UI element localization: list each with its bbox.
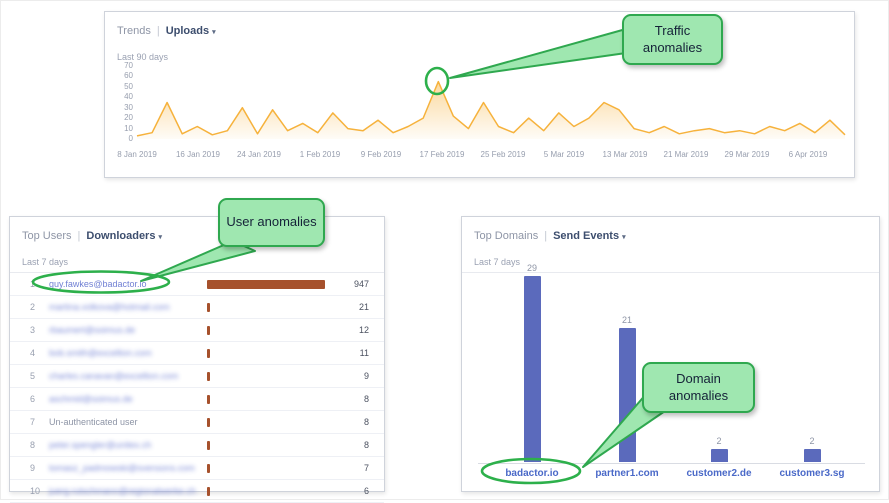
user-name[interactable]: aschmid@soimus.de (49, 394, 133, 404)
domain-label[interactable]: customer2.de (686, 468, 752, 479)
bar-partner1.com (619, 327, 636, 462)
row-rank: 2 (30, 302, 36, 312)
top-domains-header: Top Domains | Send Events ▾ (474, 230, 626, 242)
top-users-panel: Top Users | Downloaders ▾ Last 7 days 1 g… (9, 216, 385, 503)
domain-label[interactable]: customer3.sg (779, 468, 845, 479)
uploads-line-chart (136, 80, 846, 139)
header-separator: | (544, 230, 548, 242)
top-users-title: Top Users (22, 230, 72, 242)
downloads-bar (207, 388, 329, 410)
top-users-header: Top Users | Downloaders ▾ (22, 230, 162, 242)
traffic-anomalies-callout: Traffic anomalies (622, 14, 723, 65)
top-users-table: 1 guy.fawkes@badactor.io 947 2 martina.volko… (10, 273, 384, 503)
bar-value-label: 29 (526, 263, 537, 274)
domain-label[interactable]: partner1.com (595, 468, 659, 479)
table-row: 2 martina.volkova@hotmail.com 21 (10, 296, 384, 319)
downloads-count: 7 (363, 463, 369, 473)
user-name[interactable]: rbaumert@soimus.de (49, 325, 136, 335)
row-rank: 7 (30, 417, 36, 427)
downloads-bar (207, 480, 329, 502)
timeframe-label: Last 7 days (22, 257, 69, 267)
divider (462, 272, 879, 273)
traffic-anomalies-label: Traffic anomalies (642, 23, 703, 55)
downloads-count: 9 (363, 371, 369, 381)
row-rank: 5 (30, 371, 36, 381)
send-events-bar-chart: 29 badactor.io 21 partner1.com 2 customer2.de… (462, 217, 879, 491)
bar-customer2.de (711, 449, 728, 462)
downloads-bar (207, 434, 329, 456)
downloads-bar (207, 411, 329, 433)
downloads-count: 8 (363, 417, 369, 427)
x-axis-line (478, 463, 865, 464)
table-row: 5 charles.canavan@excellion.com 9 (10, 365, 384, 388)
user-anomalies-label: User anomalies (226, 214, 317, 230)
header-separator: | (156, 25, 160, 37)
user-name: Un-authenticated user (49, 417, 138, 427)
downloads-count: 8 (363, 394, 369, 404)
downloaders-dropdown[interactable]: Downloaders ▾ (86, 230, 162, 242)
downloads-bar (207, 273, 329, 295)
timeframe-label: Last 7 days (474, 257, 521, 267)
downloads-bar (207, 342, 329, 364)
bar-badactor.io (524, 276, 541, 462)
downloads-bar (207, 365, 329, 387)
bar-value-label: 21 (621, 314, 632, 325)
row-rank: 10 (30, 486, 41, 496)
table-row: 8 peter.spengler@unitex.ch 8 (10, 434, 384, 457)
bar-value-label: 2 (809, 436, 815, 447)
downloads-count: 6 (363, 486, 369, 496)
row-rank: 4 (30, 348, 36, 358)
downloads-bar (207, 319, 329, 341)
user-name[interactable]: charles.canavan@excellion.com (49, 371, 179, 381)
chevron-down-icon: ▾ (622, 234, 626, 241)
table-row: 7 Un-authenticated user 8 (10, 411, 384, 434)
header-separator: | (77, 230, 81, 242)
trends-header: Trends | Uploads ▾ (117, 25, 216, 37)
user-name[interactable]: bob.smith@excellion.com (49, 348, 152, 358)
uploads-dropdown-label: Uploads (165, 25, 210, 37)
row-rank: 1 (30, 279, 36, 289)
user-name[interactable]: tomasz_padmowski@svensons.com (49, 463, 195, 473)
table-row: 4 bob.smith@excellion.com 11 (10, 342, 384, 365)
bar-customer3.sg (804, 449, 821, 462)
domain-anomalies-callout: Domain anomalies (642, 362, 755, 413)
chevron-down-icon: ▾ (212, 29, 216, 36)
row-rank: 8 (30, 440, 36, 450)
downloads-bar (207, 457, 329, 479)
user-name[interactable]: peter.spengler@unitex.ch (49, 440, 152, 450)
downloads-count: 21 (358, 302, 369, 312)
domain-label[interactable]: badactor.io (505, 468, 559, 479)
user-name[interactable]: guy.fawkes@badactor.io (49, 279, 147, 289)
downloaders-dropdown-label: Downloaders (86, 230, 156, 242)
table-row: 6 aschmid@soimus.de 8 (10, 388, 384, 411)
row-rank: 3 (30, 325, 36, 335)
user-anomalies-callout: User anomalies (218, 198, 325, 247)
table-row: 1 guy.fawkes@badactor.io 947 (10, 273, 384, 296)
send-events-dropdown-label: Send Events (553, 230, 620, 242)
downloads-count: 8 (363, 440, 369, 450)
downloads-bar (207, 296, 329, 318)
send-events-dropdown[interactable]: Send Events ▾ (553, 230, 626, 242)
uploads-dropdown[interactable]: Uploads ▾ (166, 25, 216, 37)
timeframe-label: Last 90 days (117, 52, 169, 62)
table-row: 9 tomasz_padmowski@svensons.com 7 (10, 457, 384, 480)
domain-anomalies-label: Domain anomalies (668, 371, 729, 403)
trends-panel: Trends | Uploads ▾ Last 90 days 70 60 50 40… (104, 11, 855, 178)
bar-value-label: 2 (716, 436, 722, 447)
row-rank: 9 (30, 463, 36, 473)
top-domains-panel: Top Domains | Send Events ▾ Last 7 days … (461, 216, 880, 492)
downloads-count: 12 (358, 325, 369, 335)
downloads-count: 947 (353, 279, 369, 289)
downloads-count: 11 (359, 348, 369, 358)
row-rank: 6 (30, 394, 36, 404)
user-name[interactable]: martina.volkova@hotmail.com (49, 302, 170, 312)
user-name[interactable]: juerg.rutschmann@regionalwerke.ch (49, 486, 196, 496)
top-domains-title: Top Domains (474, 230, 539, 242)
trends-title: Trends (117, 25, 151, 37)
chevron-down-icon: ▾ (158, 234, 162, 241)
table-row: 3 rbaumert@soimus.de 12 (10, 319, 384, 342)
